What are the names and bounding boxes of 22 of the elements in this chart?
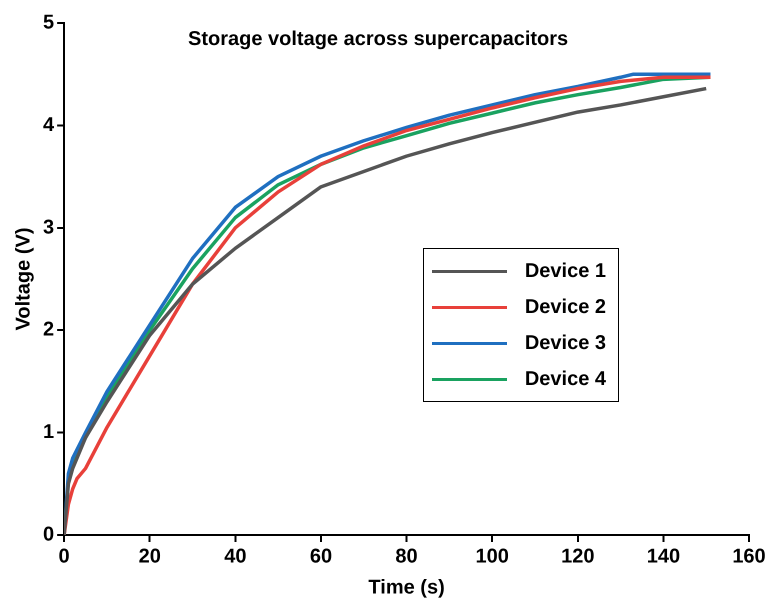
x-tick-label: 40 xyxy=(224,546,246,568)
y-tick-label: 0 xyxy=(43,524,54,546)
x-tick-label: 140 xyxy=(646,546,680,568)
legend-label: Device 1 xyxy=(524,260,606,282)
legend-label: Device 4 xyxy=(524,368,606,390)
legend-label: Device 2 xyxy=(524,296,606,318)
y-tick-label: 4 xyxy=(43,114,55,136)
y-tick-label: 3 xyxy=(43,216,54,238)
y-axis-title: Voltage (V) xyxy=(12,228,35,330)
x-tick-label: 160 xyxy=(732,546,766,568)
y-tick-label: 2 xyxy=(43,318,54,341)
y-tick-label: 5 xyxy=(43,12,54,34)
x-tick-label: 60 xyxy=(310,546,332,568)
x-tick-label: 120 xyxy=(561,546,594,568)
legend-label: Device 3 xyxy=(524,332,606,354)
x-tick-label: 0 xyxy=(58,546,70,568)
x-tick-label: 80 xyxy=(395,546,418,568)
x-axis-title: Time (s) xyxy=(368,576,445,599)
x-tick-label: 100 xyxy=(475,546,509,568)
chart-title: Storage voltage across supercapacitors xyxy=(188,28,568,51)
y-tick-label: 1 xyxy=(43,421,54,444)
x-tick-label: 20 xyxy=(138,546,161,568)
